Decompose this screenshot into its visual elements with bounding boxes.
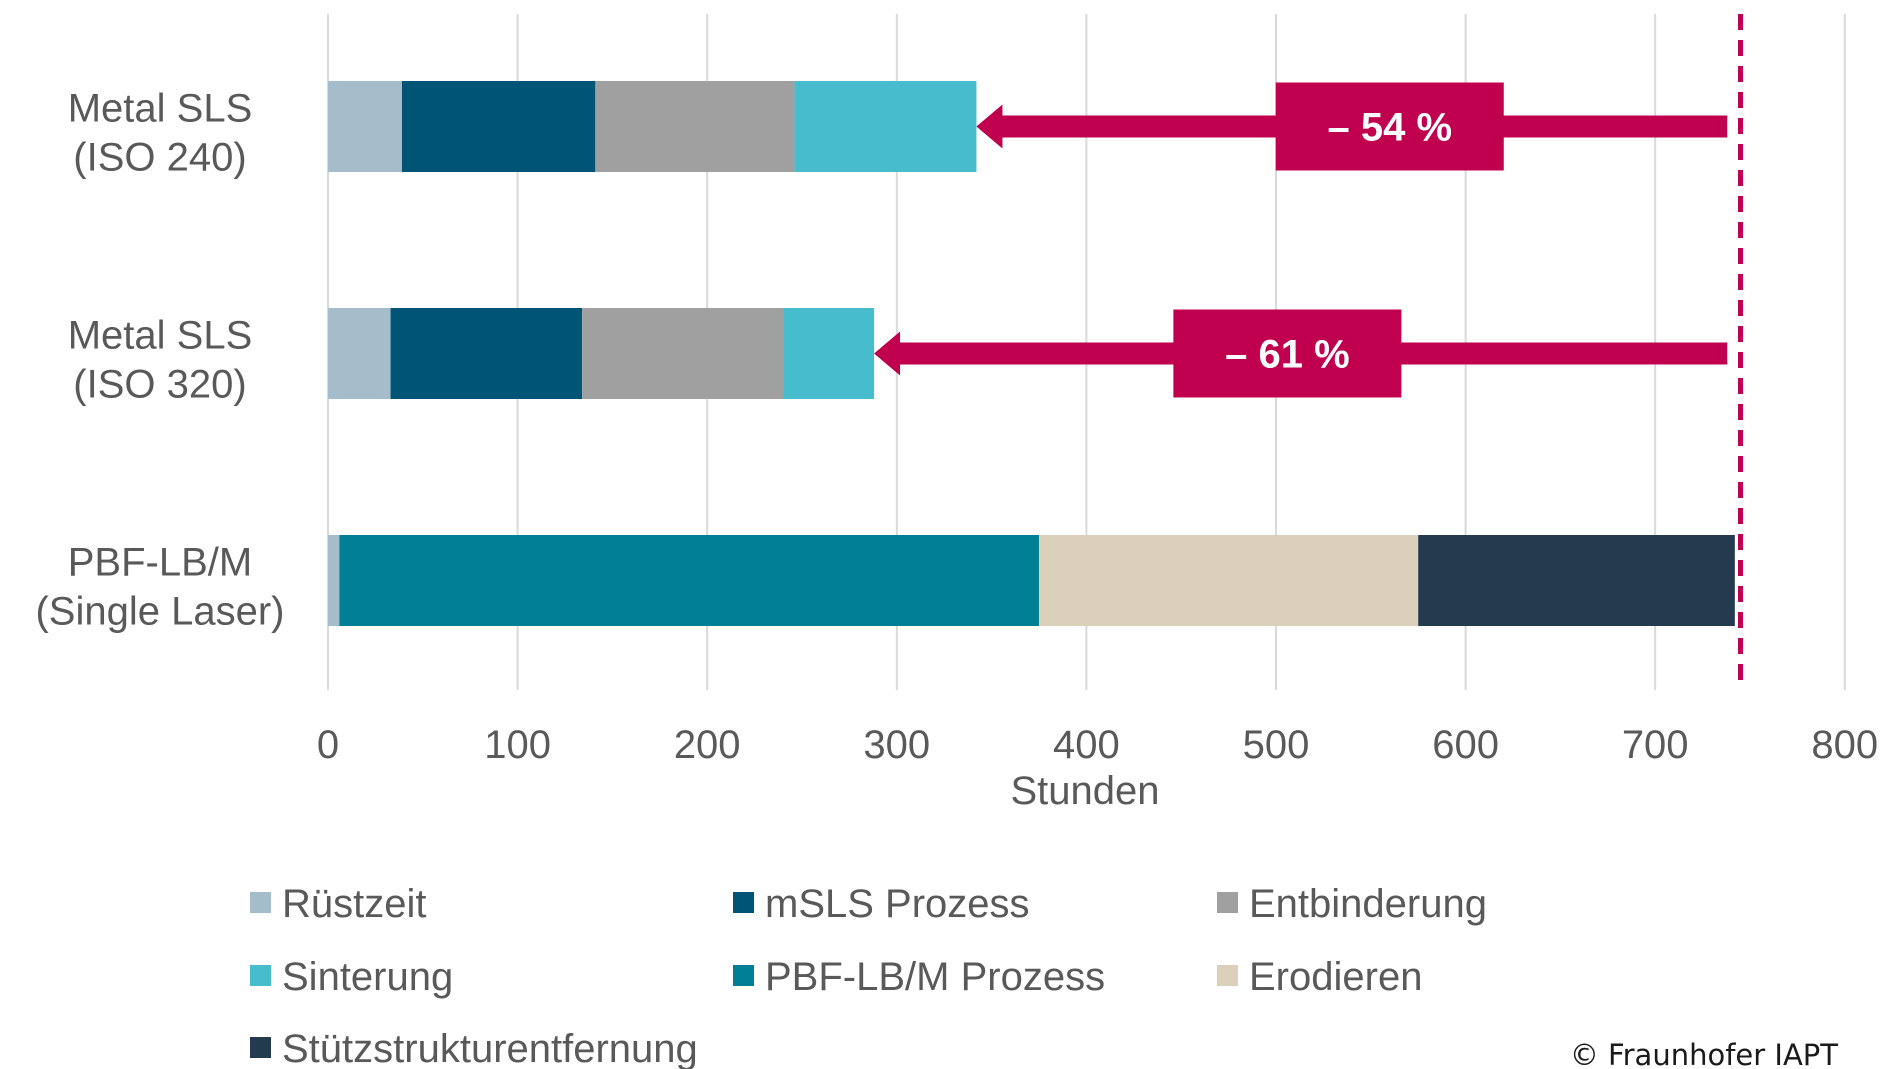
reduction-label: – 61 % [1225, 333, 1350, 377]
bar-segment [390, 308, 583, 399]
x-tick-label: 200 [674, 723, 741, 767]
legend-swatch [733, 892, 754, 913]
legend-label: Sinterung [282, 955, 453, 999]
bar-segment [328, 81, 402, 172]
x-axis-title: Stunden [1010, 769, 1159, 813]
bar-segment [1039, 535, 1419, 626]
legend-label: Erodieren [1249, 955, 1422, 999]
bar-segments [328, 81, 1735, 626]
legend-label: PBF-LB/M Prozess [765, 955, 1105, 999]
reduction-badge [1173, 309, 1402, 398]
bar-segment [328, 308, 391, 399]
bar-segment [582, 308, 784, 399]
category-labels: Metal SLS (ISO 240) Metal SLS (ISO 320) PBF-… [35, 87, 284, 634]
x-tick-label: 100 [484, 723, 551, 767]
x-tick-label: 0 [317, 723, 339, 767]
category-label: Metal SLS (ISO 240) [68, 87, 253, 180]
legend-swatch [250, 892, 271, 913]
reduction-badge [1275, 82, 1504, 171]
legend-label: Entbinderung [1249, 882, 1487, 926]
bar-segment [328, 535, 340, 626]
legend-swatch [1217, 965, 1238, 986]
x-tick-label: 600 [1432, 723, 1499, 767]
bar-segment [595, 81, 795, 172]
reduction-arrow-head [976, 104, 1003, 149]
legend-label: Rüstzeit [282, 882, 427, 926]
legend-label: Stützstrukturentfernung [282, 1027, 698, 1069]
x-axis-tick-labels: 0 100 200 300 400 500 600 700 800 [317, 723, 1878, 767]
x-tick-label: 800 [1811, 723, 1878, 767]
legend-swatch [733, 965, 754, 986]
legend-swatch [1217, 892, 1238, 913]
x-tick-label: 400 [1053, 723, 1120, 767]
bar-segment [339, 535, 1040, 626]
x-tick-label: 300 [863, 723, 930, 767]
legend-swatch [250, 1037, 271, 1058]
legend: Rüstzeit mSLS Prozess Entbinderung Sinterun… [250, 882, 1487, 1069]
category-label: Metal SLS (ISO 320) [68, 314, 253, 407]
bar-segment [794, 81, 977, 172]
copyright-notice: © Fraunhofer IAPT [1570, 1038, 1838, 1069]
legend-label: mSLS Prozess [765, 882, 1030, 926]
reduction-label: – 54 % [1327, 106, 1452, 150]
reduction-annotations: – 54 % – 61 % [874, 82, 1728, 398]
legend-swatch [250, 965, 271, 986]
bar-segment [401, 81, 596, 172]
bar-segment [1418, 535, 1735, 626]
reduction-arrow-head [874, 331, 901, 376]
category-label: PBF-LB/M (Single Laser) [35, 541, 284, 634]
bar-segment [783, 308, 875, 399]
x-tick-label: 700 [1622, 723, 1689, 767]
x-tick-label: 500 [1243, 723, 1310, 767]
